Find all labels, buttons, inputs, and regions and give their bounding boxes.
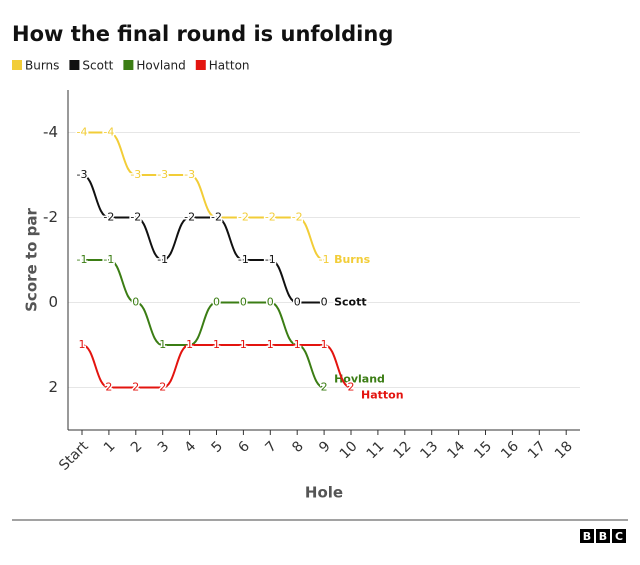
x-tick-label: 3 bbox=[155, 438, 173, 456]
logo-letter: B bbox=[583, 530, 591, 543]
data-label: 1 bbox=[267, 338, 274, 351]
x-tick-label: 13 bbox=[417, 438, 441, 462]
data-label: -2 bbox=[103, 211, 114, 224]
end-label: Hovland bbox=[334, 373, 385, 386]
chart-title: How the final round is unfolding bbox=[12, 22, 393, 46]
x-tick-label: 7 bbox=[262, 438, 280, 456]
legend-label: Scott bbox=[82, 59, 113, 73]
data-label: -1 bbox=[157, 253, 168, 266]
x-tick-label: 2 bbox=[128, 438, 146, 456]
series-line bbox=[82, 259, 325, 389]
data-label: 0 bbox=[321, 296, 328, 309]
series-line bbox=[81, 131, 325, 261]
x-axis-label: Hole bbox=[305, 484, 343, 502]
data-label: -2 bbox=[211, 211, 222, 224]
data-label: 1 bbox=[240, 338, 247, 351]
y-tick-label: -2 bbox=[43, 208, 58, 226]
data-label: -1 bbox=[77, 253, 88, 266]
legend-label: Hovland bbox=[136, 59, 185, 73]
data-label: -3 bbox=[184, 168, 195, 181]
data-label: 1 bbox=[213, 338, 220, 351]
x-tick-label: 15 bbox=[471, 438, 495, 462]
data-label: -3 bbox=[157, 168, 168, 181]
y-tick-label: 2 bbox=[48, 378, 58, 396]
data-label: 0 bbox=[132, 296, 139, 309]
x-tick-label: 16 bbox=[498, 438, 522, 462]
x-tick-label: 4 bbox=[182, 438, 200, 456]
data-label: 2 bbox=[105, 381, 112, 394]
x-tick-label: 14 bbox=[444, 438, 468, 462]
legend-label: Burns bbox=[25, 59, 59, 73]
y-tick-label: 0 bbox=[48, 293, 58, 311]
y-tick-label: -4 bbox=[43, 123, 58, 141]
data-label: -1 bbox=[238, 253, 249, 266]
logo-box bbox=[596, 529, 610, 543]
x-tick-label: Start bbox=[56, 438, 92, 474]
data-label: -2 bbox=[130, 211, 141, 224]
data-label: -2 bbox=[184, 211, 195, 224]
data-label: -2 bbox=[238, 211, 249, 224]
legend-swatch bbox=[12, 60, 22, 70]
logo-letter: B bbox=[599, 530, 607, 543]
x-tick-label: 17 bbox=[525, 438, 549, 462]
end-label: Burns bbox=[334, 253, 370, 266]
data-label: -1 bbox=[265, 253, 276, 266]
data-label: 2 bbox=[348, 381, 355, 394]
logo-letter: C bbox=[615, 530, 623, 543]
x-tick-label: 11 bbox=[364, 438, 388, 462]
data-label: -4 bbox=[103, 126, 114, 139]
x-tick-label: 8 bbox=[289, 438, 307, 456]
data-label: 2 bbox=[159, 381, 166, 394]
x-tick-label: 10 bbox=[337, 438, 361, 462]
data-label: 0 bbox=[294, 296, 301, 309]
legend-swatch bbox=[123, 60, 134, 70]
data-label: -3 bbox=[77, 168, 88, 181]
data-label: -2 bbox=[265, 211, 276, 224]
data-label: -3 bbox=[130, 168, 141, 181]
data-label: -2 bbox=[292, 211, 303, 224]
logo-box bbox=[612, 529, 626, 543]
data-label: 1 bbox=[321, 338, 328, 351]
data-label: 1 bbox=[294, 338, 301, 351]
x-tick-label: 1 bbox=[101, 438, 119, 456]
data-label: -1 bbox=[103, 253, 114, 266]
x-tick-label: 5 bbox=[209, 438, 227, 456]
end-label: Hatton bbox=[361, 389, 404, 402]
x-tick-label: 18 bbox=[552, 438, 576, 462]
data-label: 0 bbox=[213, 296, 220, 309]
y-axis-label: Score to par bbox=[23, 208, 41, 312]
data-label: -4 bbox=[77, 126, 88, 139]
x-tick-label: 12 bbox=[391, 438, 415, 462]
legend-swatch bbox=[69, 60, 80, 70]
data-label: 0 bbox=[240, 296, 247, 309]
data-label: 1 bbox=[79, 338, 86, 351]
x-tick-label: 6 bbox=[235, 438, 253, 456]
data-label: 1 bbox=[186, 338, 193, 351]
data-label: -1 bbox=[319, 253, 330, 266]
series-line bbox=[81, 343, 352, 389]
data-label: 0 bbox=[267, 296, 274, 309]
x-tick-label: 9 bbox=[316, 438, 334, 456]
legend-swatch bbox=[195, 60, 206, 70]
logo-box bbox=[580, 529, 594, 543]
data-label: 2 bbox=[132, 381, 139, 394]
data-label: 2 bbox=[321, 381, 328, 394]
data-label: 1 bbox=[159, 338, 166, 351]
series-line bbox=[81, 174, 325, 304]
legend-label: Hatton bbox=[209, 59, 250, 73]
end-label: Scott bbox=[334, 296, 367, 309]
